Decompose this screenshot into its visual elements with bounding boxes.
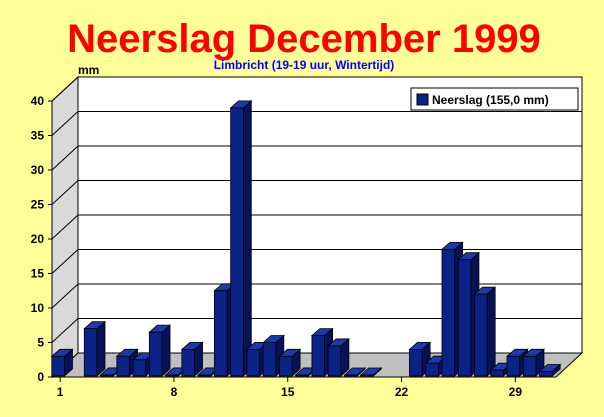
bar-series <box>50 100 562 377</box>
bar <box>115 348 139 377</box>
bar-front <box>506 355 521 377</box>
bar <box>278 348 302 377</box>
legend-label: Neerslag (155,0 mm) <box>432 93 549 107</box>
bar <box>229 100 253 377</box>
y-tick-label: 15 <box>31 267 45 281</box>
bar-front <box>181 348 195 377</box>
bar <box>343 367 367 377</box>
legend-swatch <box>416 93 429 106</box>
x-tick-label: 8 <box>171 385 178 399</box>
bar-side <box>96 320 106 377</box>
grid-line <box>51 318 582 343</box>
grid-line <box>51 111 582 136</box>
bar-front <box>327 345 342 377</box>
bar <box>538 363 562 377</box>
bar-front <box>295 374 309 377</box>
bar-front <box>425 362 439 377</box>
y-tick-label: 25 <box>31 198 45 212</box>
grid-line <box>51 76 582 102</box>
x-tick-label: 15 <box>281 385 295 399</box>
x-axis: 1 8 15 22 29 <box>52 376 556 399</box>
bar-front <box>132 359 147 377</box>
bar-front <box>246 348 260 377</box>
bar <box>327 338 350 377</box>
y-tick-label: 30 <box>31 163 45 177</box>
bar-front <box>474 293 488 377</box>
grid-line <box>51 180 582 205</box>
legend: Neerslag (155,0 mm) <box>410 87 579 111</box>
bar-front <box>148 331 163 377</box>
y-axis-unit-label: mm <box>78 63 99 77</box>
legend-box <box>410 87 579 111</box>
bar-front <box>522 355 537 377</box>
chart-subtitle: Limbricht (19-19 uur, Wintertijd) <box>214 58 395 72</box>
bar-front <box>165 374 179 377</box>
y-tick-label: 0 <box>37 370 44 384</box>
y-tick-label: 40 <box>31 94 45 108</box>
y-tick-label: 20 <box>31 232 45 246</box>
chart-title: Neerslag December 1999 <box>67 17 541 61</box>
grid-line <box>51 145 582 171</box>
bar-front <box>51 355 65 377</box>
bar-front <box>197 374 212 377</box>
y-tick-label: 5 <box>37 336 44 350</box>
bar-front <box>457 259 472 377</box>
bar <box>50 348 74 377</box>
bar-front <box>344 374 358 377</box>
bar-front <box>262 342 277 377</box>
bar-front <box>279 355 293 377</box>
bar-front <box>441 248 456 377</box>
y-tick-label: 10 <box>31 301 45 315</box>
bar-front <box>213 290 228 377</box>
grid-lines <box>51 76 582 343</box>
bar-front <box>539 371 553 377</box>
bar-front <box>116 355 130 377</box>
bar-front <box>83 328 98 377</box>
bar <box>473 286 497 377</box>
bar <box>148 324 172 377</box>
bar <box>83 320 107 377</box>
bar-front <box>490 369 504 377</box>
y-tick-label: 35 <box>31 129 45 143</box>
x-tick-label: 29 <box>509 385 523 399</box>
bar-front <box>230 107 244 377</box>
bar-side <box>161 324 171 377</box>
bar-front <box>311 335 325 377</box>
y-axis: 0 5 10 15 20 25 30 35 40 <box>31 94 53 384</box>
bar-side <box>486 286 496 377</box>
grid-line <box>51 214 582 240</box>
bar <box>359 367 383 377</box>
x-tick-label: 22 <box>395 385 409 399</box>
bar-front <box>360 374 374 377</box>
bar-side <box>242 100 252 377</box>
x-tick-label: 1 <box>57 385 64 399</box>
bar-front <box>100 374 114 377</box>
bar-front <box>409 348 423 377</box>
grid-line <box>51 283 582 309</box>
grid-line <box>51 249 582 274</box>
bar <box>180 341 204 377</box>
